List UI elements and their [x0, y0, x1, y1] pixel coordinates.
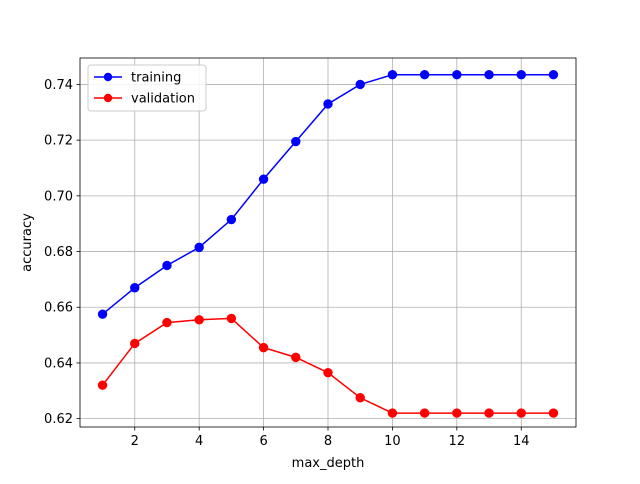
training-point-14: [516, 70, 526, 80]
training-point-1: [97, 309, 108, 319]
legend-marker-training: [103, 72, 113, 82]
validation-point-4: [194, 315, 204, 325]
training-point-2: [130, 283, 140, 293]
training-point-8: [323, 99, 333, 109]
training-point-4: [194, 242, 204, 253]
legend-label-training: training: [131, 71, 181, 86]
training-point-5: [226, 214, 237, 225]
y-tick-label: 0.70: [44, 189, 73, 204]
validation-point-11: [419, 408, 430, 418]
y-axis-label: accuracy: [20, 213, 35, 272]
y-tick-label: 0.64: [44, 356, 73, 371]
y-tick-label: 0.66: [44, 301, 73, 316]
validation-point-10: [387, 408, 398, 418]
validation-point-15: [548, 408, 559, 418]
validation-point-13: [484, 408, 494, 418]
legend-items: training validation: [94, 71, 195, 107]
legend: training validation: [87, 64, 207, 112]
x-tick-label: 14: [513, 434, 530, 449]
training-point-13: [484, 70, 494, 80]
y-tick-label: 0.72: [44, 134, 73, 149]
training-point-15: [548, 70, 559, 80]
y-tick-label: 0.68: [44, 245, 73, 260]
legend-label-validation: validation: [131, 92, 195, 107]
validation-point-14: [516, 408, 526, 418]
validation-point-1: [97, 380, 108, 390]
validation-point-9: [355, 393, 365, 403]
tick-layer: 2 4 6 8 10 12 14 0.62 0.64 0.66 0.68 0.70 0.72 0.74: [44, 78, 529, 449]
validation-point-7: [291, 352, 301, 363]
x-tick-label: 4: [195, 434, 203, 449]
grid-layer: [80, 58, 576, 427]
training-point-7: [291, 136, 301, 147]
validation-point-8: [323, 367, 333, 378]
validation-point-12: [452, 408, 462, 418]
training-point-10: [387, 70, 398, 80]
x-tick-label: 8: [324, 434, 332, 449]
validation-point-3: [162, 317, 172, 328]
x-tick-label: 6: [259, 434, 267, 449]
validation-point-5: [226, 313, 237, 324]
y-tick-label: 0.62: [44, 412, 73, 427]
training-point-12: [452, 70, 462, 80]
validation-point-6: [258, 342, 269, 353]
training-point-9: [355, 79, 365, 90]
x-axis-label: max_depth: [292, 456, 365, 471]
y-tick-label: 0.74: [44, 78, 73, 93]
x-tick-label: 12: [449, 434, 466, 449]
training-point-6: [258, 174, 269, 184]
training-point-3: [162, 260, 172, 271]
x-tick-label: 10: [384, 434, 401, 449]
training-point-11: [419, 70, 430, 80]
validation-point-2: [130, 338, 140, 349]
x-tick-label: 2: [131, 434, 139, 449]
series-layer: [97, 70, 559, 418]
legend-marker-validation: [103, 93, 113, 103]
